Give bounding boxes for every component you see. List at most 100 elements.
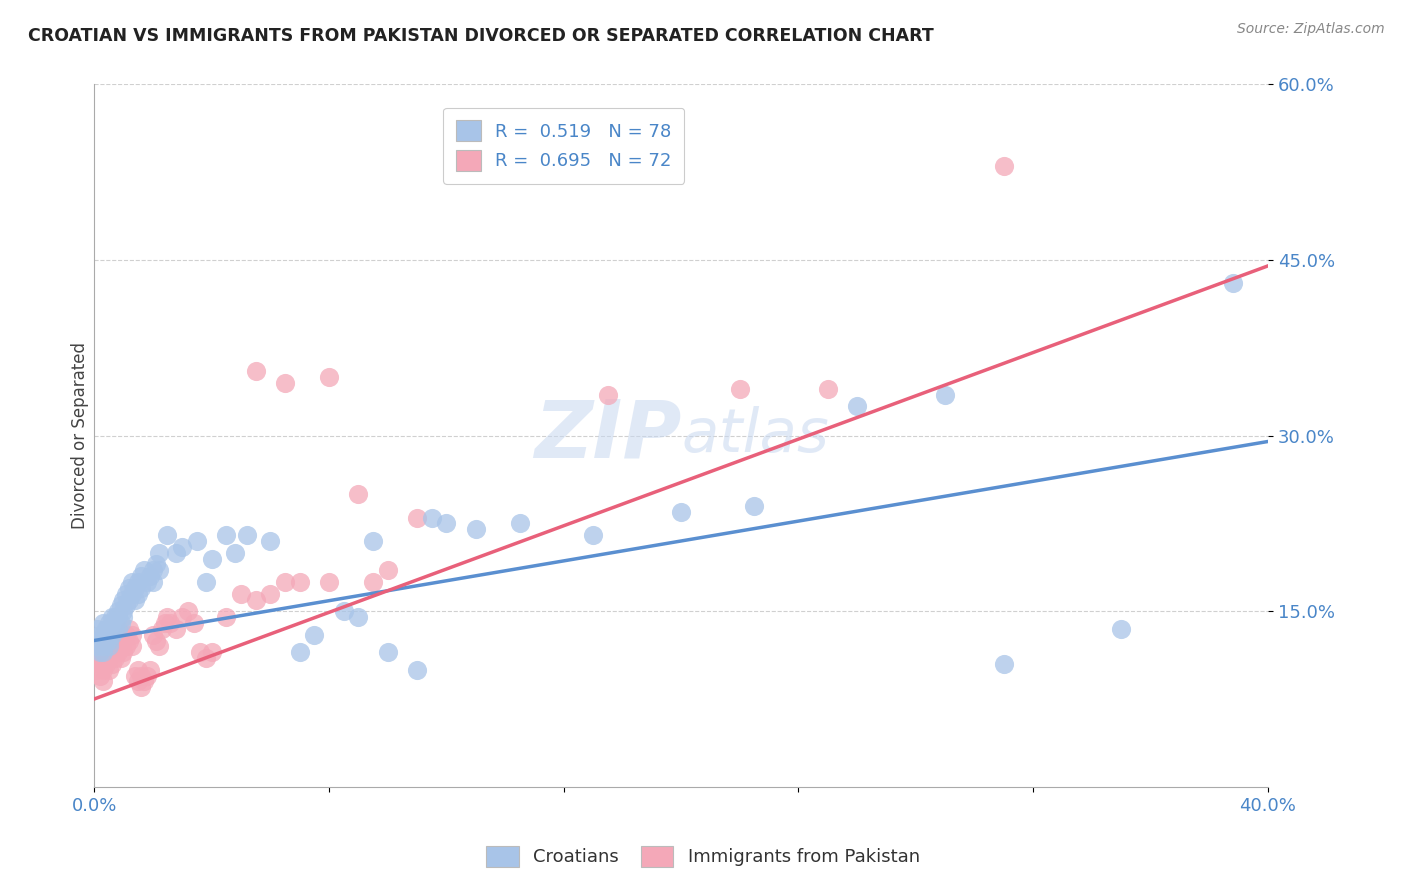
Point (129, 581, 152, 595)
Point (744, 499, 766, 513)
Point (142, 563, 165, 577)
Point (136, 668, 159, 682)
Point (183, 615, 205, 630)
Text: Source: ZipAtlas.com: Source: ZipAtlas.com (1237, 22, 1385, 37)
Point (150, 622, 173, 636)
Point (97, 622, 120, 636)
Point (110, 599, 132, 613)
Point (318, 574, 340, 589)
Point (124, 581, 146, 595)
Point (112, 610, 135, 624)
Point (97, 633, 120, 648)
Point (91, 645, 114, 659)
Point (91, 663, 114, 677)
Point (132, 563, 155, 577)
Point (97, 640, 120, 654)
Point (94, 627, 117, 641)
Point (165, 546, 187, 560)
Point (112, 633, 135, 648)
Point (107, 622, 129, 636)
Point (148, 640, 170, 654)
Point (406, 510, 429, 524)
Point (596, 387, 619, 401)
Point (107, 610, 129, 624)
Point (97, 640, 120, 654)
Point (104, 615, 127, 630)
Point (100, 645, 122, 659)
Point (259, 534, 281, 549)
Point (156, 610, 179, 624)
Point (104, 622, 127, 636)
Point (817, 382, 839, 396)
Point (846, 400, 869, 414)
Point (186, 534, 208, 549)
Point (224, 546, 246, 560)
Point (121, 574, 143, 589)
Point (104, 651, 127, 665)
Point (104, 610, 127, 624)
Point (274, 376, 297, 390)
Point (115, 587, 138, 601)
Point (728, 382, 751, 396)
Point (245, 364, 267, 378)
Point (288, 645, 311, 659)
Point (215, 610, 238, 624)
Point (148, 563, 170, 577)
Point (139, 663, 162, 677)
Point (124, 668, 146, 682)
Point (1222, 277, 1244, 291)
Point (145, 633, 167, 648)
Point (97, 615, 120, 630)
Point (934, 387, 956, 401)
Point (229, 587, 252, 601)
Point (107, 633, 129, 648)
Point (100, 657, 122, 671)
Point (86, 663, 108, 677)
Point (318, 370, 340, 384)
Point (127, 663, 149, 677)
Point (100, 627, 122, 641)
Point (993, 160, 1015, 174)
Point (121, 627, 143, 641)
Point (1109, 622, 1132, 636)
Point (245, 592, 267, 607)
Text: ZIP: ZIP (534, 397, 681, 475)
Point (129, 569, 152, 583)
Point (112, 604, 135, 618)
Point (107, 645, 129, 659)
Point (118, 622, 141, 636)
Point (115, 640, 138, 654)
Point (200, 645, 222, 659)
Point (177, 604, 200, 618)
Point (91, 615, 114, 630)
Point (97, 663, 120, 677)
Point (235, 528, 257, 542)
Point (100, 610, 122, 624)
Point (129, 668, 152, 682)
Point (91, 651, 114, 665)
Point (142, 627, 165, 641)
Point (172, 540, 194, 554)
Point (89, 645, 111, 659)
Point (377, 645, 399, 659)
Point (110, 615, 132, 630)
Point (118, 633, 141, 648)
Point (582, 528, 605, 542)
Point (669, 505, 692, 519)
Point (97, 651, 120, 665)
Point (91, 674, 114, 689)
Point (274, 574, 297, 589)
Point (110, 651, 132, 665)
Point (993, 657, 1015, 671)
Point (112, 592, 135, 607)
Point (86, 651, 108, 665)
Point (86, 622, 108, 636)
Point (434, 516, 457, 531)
Point (127, 587, 149, 601)
Point (194, 651, 217, 665)
Point (124, 592, 146, 607)
Point (94, 633, 117, 648)
Point (377, 563, 399, 577)
Point (509, 516, 531, 531)
Point (361, 574, 384, 589)
